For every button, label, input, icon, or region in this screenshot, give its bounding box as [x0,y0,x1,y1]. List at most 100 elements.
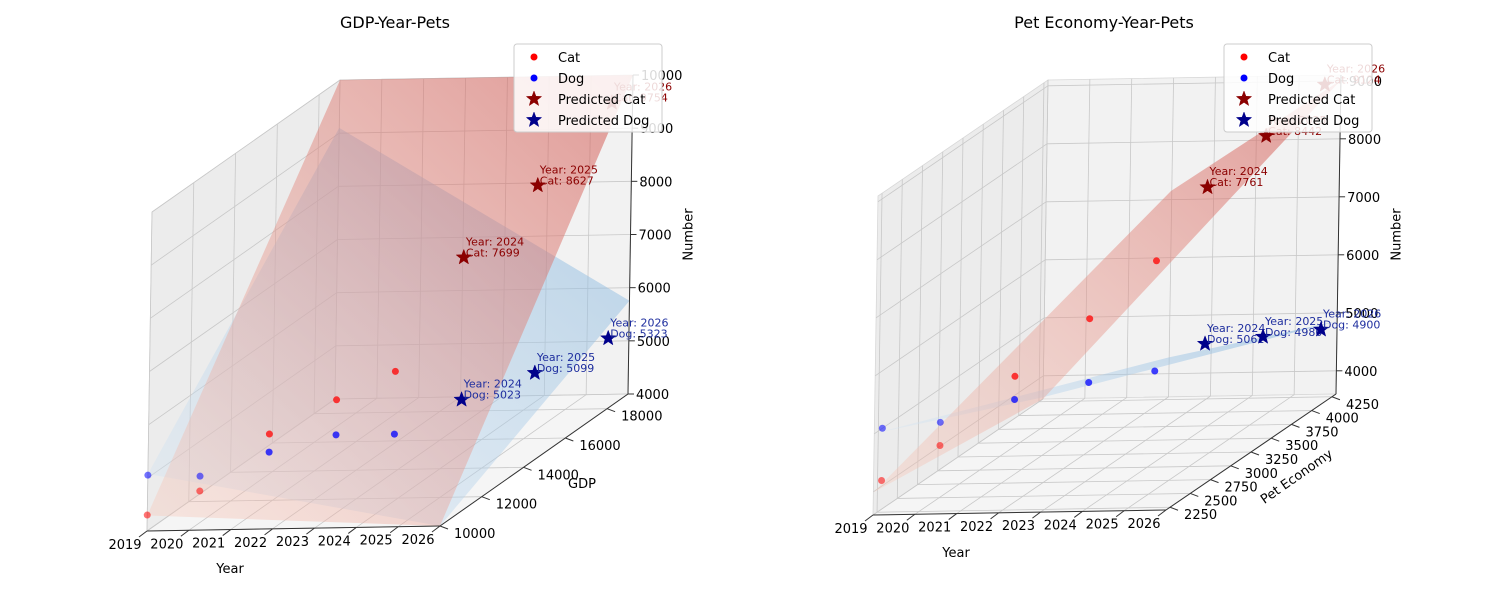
x-tick-label: 2022 [960,520,993,535]
cat-point [1086,315,1094,323]
y-axis-label: GDP [568,477,596,492]
point-annotation: Dog: 5023 [464,389,521,402]
legend-label: Predicted Dog [1268,114,1359,129]
y-tick [1291,423,1300,428]
predicted-dog-star [1312,320,1330,337]
legend: Cat Dog Predicted Cat Predicted Dog [1223,43,1373,133]
x-tick [347,527,357,534]
x-axis-label: Year [215,562,244,577]
x-tick-label: 2020 [876,521,909,536]
x-axis-label: Year [941,546,970,561]
y-tick-label: 16000 [579,439,620,454]
legend-box [1223,43,1373,133]
y-tick [1210,479,1219,484]
dog-point [936,418,944,426]
z-axis-label: Number [1390,208,1405,261]
y-tick-label: 3250 [1265,453,1298,468]
grid-line [957,137,964,458]
point-annotation: Year: 2024 [465,235,524,248]
cat-point [1011,372,1019,380]
x-tick-label: 2019 [108,538,141,553]
y-tick [1311,410,1320,415]
grid-line [874,317,1045,435]
point-annotation: Year: 2026 [609,316,668,329]
z-tick-label: 8000 [639,175,672,190]
x-tick [906,513,916,521]
point-annotation: Dog: 4980 [1265,326,1322,339]
grid-line [1038,396,1332,403]
y-tick-label: 3500 [1285,439,1318,454]
z-tick-label: 8000 [1348,133,1381,148]
legend-label: Dog [1268,72,1294,87]
x-tick [138,530,148,538]
grid-line [877,506,1171,513]
x-tick [864,514,874,522]
point-annotation: Year: 2025 [1264,315,1323,328]
z-tick-label: 4000 [1344,365,1377,380]
point-annotation: Year: 2024 [463,378,522,391]
x-tick [1032,511,1041,519]
z-tick-label: 7000 [1347,191,1380,206]
grid-line [1018,410,1312,416]
x-axis-line [146,525,441,532]
grid-line [877,85,1049,203]
z-tick-label: 5000 [1345,307,1378,322]
dog-point [1151,367,1159,375]
point-annotation: Dog: 5061 [1207,333,1264,346]
x-tick-label: 2021 [918,521,951,536]
cat-point [936,442,944,450]
x-tick [1157,509,1167,517]
x-tick [1115,510,1125,518]
predicted-cat-star [529,176,547,193]
x-tick-label: 2024 [318,534,351,549]
cat-point [143,511,151,519]
y-tick [606,408,616,413]
y-tick-label: 3750 [1305,425,1338,440]
y-tick [523,466,532,471]
legend-marker [525,111,543,128]
y-tick [1169,506,1179,511]
y-tick [1250,451,1260,456]
point-annotation: Cat: 8627 [540,174,594,187]
legend-label: Dog [558,72,584,87]
z-tick-label: 4000 [636,388,669,403]
x-tick [306,527,315,535]
grid-line [875,201,1047,319]
x-tick-label: 2023 [1002,519,1035,534]
cat-surface [147,75,633,526]
predicted-dog-star [1196,335,1214,351]
point-annotation: Cat: 7699 [466,246,520,259]
grid-line [1046,138,1341,145]
legend-label: Predicted Cat [1268,93,1355,108]
point-annotation: Year: 2025 [539,163,598,176]
grid-line [874,259,1046,377]
grid-line [917,479,1211,486]
x-axis-line [872,509,1167,516]
point-annotation: Cat: 7761 [1209,176,1263,189]
legend-label: Cat [558,51,580,66]
grid-lines [872,74,1342,516]
dog-point [196,472,204,480]
dog-point [1085,378,1093,386]
cat-point [196,487,204,495]
x-tick-label: 2021 [192,537,225,552]
x-tick-label: 2024 [1044,518,1077,533]
y-tick-label: 2500 [1204,494,1237,509]
legend-label: Cat [1268,51,1290,66]
cat-point [878,476,886,484]
y-tick-label: 4250 [1346,398,1379,413]
legend-marker [530,53,538,61]
x-tick-label: 2025 [360,534,393,549]
grid-line [1043,370,1337,377]
z-tick-label: 7000 [639,229,672,244]
y-tick [1331,396,1341,401]
x-tick-label: 2026 [1127,517,1160,532]
dog-point [1011,396,1019,404]
y-tick [1230,465,1239,470]
x-tick-label: 2019 [834,522,867,537]
x-tick [990,512,999,520]
x-tick-label: 2022 [234,536,267,551]
x-tick [264,528,273,536]
grid-line [151,79,341,213]
